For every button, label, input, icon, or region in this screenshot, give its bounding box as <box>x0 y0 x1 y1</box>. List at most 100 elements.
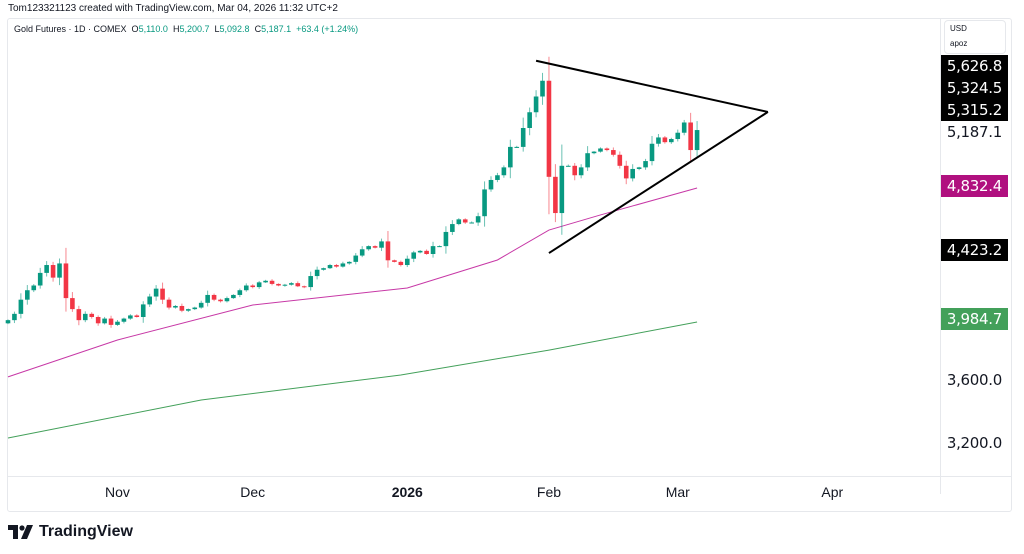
candle-body <box>443 231 449 247</box>
credit-text: Tom123321123 created with TradingView.co… <box>8 3 338 14</box>
candle-body <box>385 241 391 261</box>
candle-body <box>237 290 243 295</box>
candle-body <box>533 96 539 113</box>
candle-body <box>276 283 281 286</box>
candle-body <box>372 246 378 248</box>
candle-body <box>688 122 693 151</box>
candle-body <box>57 263 62 278</box>
candle-body <box>475 216 481 223</box>
candle-body <box>404 258 410 266</box>
candle-body <box>347 261 352 264</box>
candle-body <box>417 250 423 253</box>
candle-body <box>572 165 578 176</box>
candle-body <box>153 288 159 297</box>
high-value: 5,200.7 <box>179 24 210 34</box>
candle-body <box>63 263 69 299</box>
candle-body <box>334 265 339 267</box>
candle-body <box>462 219 468 223</box>
currency-unit-selector[interactable]: USD apoz <box>944 20 1006 54</box>
price-label: 4,832.4 <box>941 174 1008 197</box>
candle-body <box>681 122 687 133</box>
candle-body <box>115 321 120 325</box>
open-value: 5,110.0 <box>138 24 168 34</box>
candle-body <box>37 272 43 286</box>
high-label: H <box>172 24 180 34</box>
candle-body <box>353 255 359 262</box>
price-label: 5,324.5 <box>941 77 1008 99</box>
candle-body <box>553 176 558 214</box>
candle-body <box>211 294 217 300</box>
time-label: Feb <box>536 484 562 500</box>
moving-average-fast-line <box>7 187 698 378</box>
symbol-name: Gold Futures · 1D · COMEX <box>14 24 127 34</box>
time-label: Nov <box>105 484 130 500</box>
candle-body <box>186 309 191 311</box>
candle-body <box>598 148 603 152</box>
candle-body <box>630 168 635 179</box>
candle-body <box>289 283 294 285</box>
candle-body <box>12 313 17 321</box>
candle-body <box>5 320 11 324</box>
candle-body <box>675 132 681 140</box>
chart-frame <box>7 18 1012 512</box>
tradingview-logo: TradingView <box>8 523 133 541</box>
candle-body <box>340 263 346 267</box>
candle-body <box>623 165 629 179</box>
close-label: C <box>254 24 262 34</box>
candle-body <box>398 261 404 266</box>
candle-body <box>44 265 49 273</box>
candle-body <box>250 285 256 288</box>
time-label: Apr <box>821 484 844 500</box>
candle-body <box>147 296 152 305</box>
candle-body <box>482 189 487 217</box>
candle-body <box>308 276 313 288</box>
tradingview-logo-icon <box>8 525 33 539</box>
candle-body <box>128 315 133 319</box>
candle-body <box>256 282 262 288</box>
unit-label: apoz <box>950 39 968 48</box>
candle-body <box>50 265 56 278</box>
candle-body <box>366 246 371 250</box>
low-value: 5,092.8 <box>219 24 250 34</box>
change-value: +63.4 (+1.24%) <box>296 24 359 34</box>
candle-body <box>166 299 172 308</box>
candle-body <box>411 252 417 259</box>
price-label: 4,423.2 <box>941 239 1008 262</box>
time-label: Mar <box>665 484 690 500</box>
candle-body <box>95 317 101 324</box>
upper-trendline <box>535 59 769 113</box>
candle-body <box>301 286 307 288</box>
candle-body <box>140 304 146 317</box>
candle-body <box>359 249 365 256</box>
candle-body <box>591 151 597 154</box>
candle-body <box>694 130 700 151</box>
currency-label: USD <box>950 24 967 33</box>
candle-body <box>231 294 236 299</box>
candle-body <box>392 260 397 262</box>
candle-body <box>540 80 545 97</box>
candle-body <box>636 167 642 169</box>
candle-body <box>321 268 326 270</box>
candle-body <box>243 285 249 291</box>
candle-body <box>643 161 648 168</box>
candle-body <box>450 224 455 232</box>
candle-body <box>192 307 198 310</box>
candle-body <box>617 154 623 166</box>
candle-body <box>488 179 494 190</box>
candle-body <box>134 315 140 317</box>
candle-body <box>179 305 185 311</box>
candle-body <box>430 246 436 254</box>
candle-body <box>456 219 462 225</box>
candle-body <box>121 318 127 322</box>
close-value: 5,187.1 <box>261 24 292 34</box>
candle-body <box>282 284 288 286</box>
candle-body <box>173 305 178 308</box>
brand-name: TradingView <box>39 523 133 540</box>
candle-body <box>379 241 384 248</box>
candle-body <box>263 280 268 283</box>
candle-body <box>514 146 520 148</box>
price-label: 5,315.2 <box>941 99 1008 121</box>
candle-body <box>198 302 204 308</box>
price-axis-divider <box>940 18 941 494</box>
